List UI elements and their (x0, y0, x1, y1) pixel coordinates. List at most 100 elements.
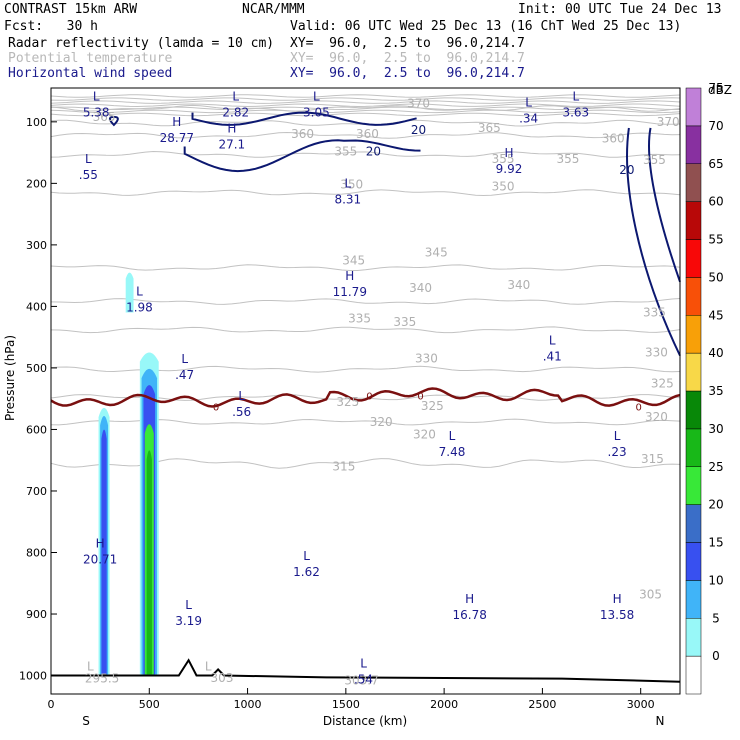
field-xy-wind: XY= 96.0, 2.5 to 96.0,214.7 (290, 66, 525, 81)
extremum-value: 28.77 (160, 131, 194, 145)
theta-label: 320 (645, 410, 668, 424)
extremum-value: 1.98 (126, 300, 153, 314)
theta-label: 355 (557, 152, 580, 166)
field-xy-reflectivity: XY= 96.0, 2.5 to 96.0,214.7 (290, 36, 525, 51)
extremum-L: L (303, 549, 310, 563)
chart-title: CONTRAST 15km ARW (4, 2, 138, 17)
colorbar-label: 30 (708, 422, 723, 436)
colorbar-label: 35 (708, 384, 723, 398)
colorbar-title: dBZ (708, 83, 732, 97)
extremum-L: L (549, 334, 556, 348)
theta-label: 365 (478, 121, 501, 135)
extremum-H: H (465, 592, 474, 606)
extremum-L: L (572, 89, 579, 103)
field-label-reflectivity: Radar reflectivity (lamda = 10 cm) (8, 36, 275, 51)
forecast-hour: Fcst: 30 h (4, 19, 98, 34)
extremum-L: L (344, 177, 351, 191)
theta-contour-345 (50, 264, 681, 271)
theta-label: 345 (425, 245, 448, 259)
wind-contour-jet (183, 139, 421, 173)
colorbar-label: 5 (712, 611, 720, 625)
extremum-value: .41 (543, 350, 562, 364)
freezing-level (50, 387, 681, 408)
theta-label: 325 (336, 395, 359, 409)
freezing-level-label: 0 (366, 392, 372, 403)
theta-contour-upper (50, 109, 681, 114)
theta-label: 355 (643, 153, 666, 167)
x-tick-label: 1000 (234, 698, 262, 711)
extremum-H: H (613, 592, 622, 606)
field-xy-theta: XY= 96.0, 2.5 to 96.0,214.7 (290, 51, 525, 66)
theta-label: 335 (643, 306, 666, 320)
y-tick-label: 700 (26, 485, 47, 498)
y-tick-label: 600 (26, 423, 47, 436)
theta-contour-340 (50, 298, 681, 305)
colorbar-label: 50 (708, 270, 723, 284)
theta-label: L (87, 659, 94, 673)
y-tick-label: 400 (26, 300, 47, 313)
extremum-value: .23 (608, 445, 627, 459)
extremum-value: .56 (232, 405, 251, 419)
storm-cell-upper (125, 272, 134, 313)
colorbar-swatch (685, 352, 702, 392)
extremum-L: L (136, 284, 143, 298)
theta-contour-upper (50, 100, 681, 104)
extremum-value: 1.62 (293, 565, 320, 579)
colorbar-label: 25 (708, 460, 723, 474)
theta-label: 345 (342, 253, 365, 267)
extremum-value: 3.63 (562, 105, 589, 119)
theta-contour-upper (50, 94, 681, 98)
extremum-value: 2.82 (222, 105, 249, 119)
colorbar-swatch (685, 390, 702, 430)
extremum-value: 3.19 (175, 614, 202, 628)
theta-label: 325 (651, 376, 674, 390)
theta-contour-350 (50, 189, 681, 197)
theta-label: 370 (657, 115, 680, 129)
wind-label: 20 (366, 144, 381, 158)
theta-label: L (205, 659, 212, 673)
theta-label: 360 (602, 131, 625, 145)
theta-label: 330 (645, 346, 668, 360)
extremum-value: 5.38 (83, 105, 110, 119)
colorbar-label: 65 (708, 157, 723, 171)
field-label-theta: Potential temperature (8, 51, 173, 66)
theta-label: 305 (639, 587, 662, 601)
x-tick-label: 3000 (627, 698, 655, 711)
wind-contour-small (108, 115, 119, 127)
extremum-L: L (232, 89, 239, 103)
theta-label: 320 (370, 415, 393, 429)
theta-contour-370 (50, 104, 681, 112)
field-label-wind: Horizontal wind speed (8, 66, 173, 81)
extremum-L: L (85, 152, 92, 166)
extremum-L: L (181, 352, 188, 366)
colorbar-swatch (685, 466, 702, 505)
wind-label: 20 (411, 123, 426, 137)
theta-label: 340 (409, 281, 432, 295)
theta-label: 360 (356, 127, 379, 141)
theta-contour-335 (50, 326, 681, 334)
extremum-L: L (449, 429, 456, 443)
theta-label: 335 (393, 315, 416, 329)
extremum-value: 8.31 (334, 193, 361, 207)
extremum-H: H (345, 269, 354, 283)
x-axis-label: Distance (km) (323, 714, 407, 728)
freezing-level-label: 0 (417, 392, 423, 403)
y-tick-label: 900 (26, 608, 47, 621)
colorbar-swatch (685, 542, 702, 581)
theta-label: 335 (348, 312, 371, 326)
colorbar-swatch (685, 618, 702, 657)
extremum-H: H (96, 537, 105, 551)
y-axis-label: Pressure (hPa) (3, 335, 17, 421)
colorbar-swatch (685, 580, 702, 619)
colorbar-label: 45 (708, 308, 723, 322)
init-time: Init: 00 UTC Tue 24 Dec 13 (518, 2, 722, 17)
colorbar-label: 40 (708, 346, 723, 360)
theta-label: 340 (507, 278, 530, 292)
theta-label: 295.5 (85, 672, 119, 686)
north-label: N (656, 714, 665, 728)
theta-label: 365 (93, 110, 116, 124)
theta-label: 315 (641, 452, 664, 466)
extremum-value: .55 (79, 168, 98, 182)
theta-label: 320 (413, 427, 436, 441)
extremum-L: L (185, 598, 192, 612)
